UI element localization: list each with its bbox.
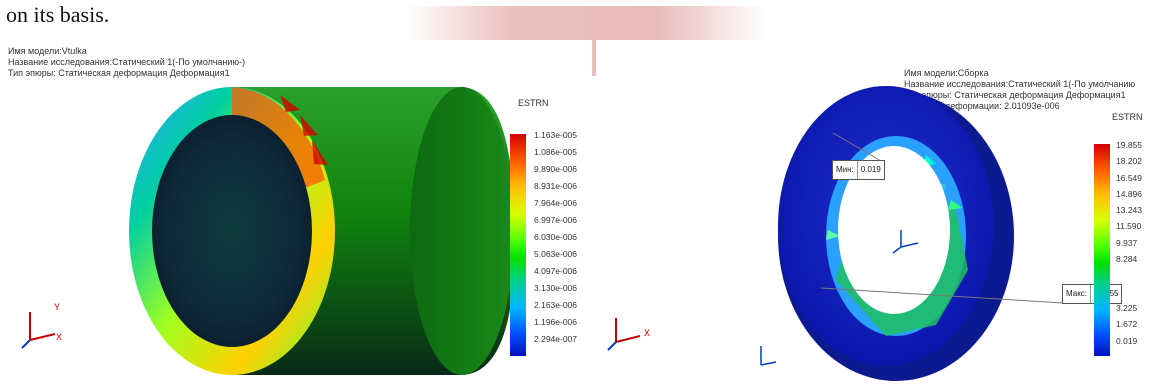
legend-tick: 1.672 [1116,319,1138,330]
left-simulation-panel: Имя модели:Vtulka Название исследования:… [0,40,592,388]
intro-text: on its basis. [6,2,110,27]
right-simulation-panel: Имя модели:Сборка Название исследования:… [596,40,1160,388]
legend-tick: 1.086e-005 [534,147,578,157]
axis-triad-icon: X [607,318,650,351]
legend-tick: 19.855 [1116,140,1142,150]
ring-render: X [607,86,1064,381]
legend-tick: 6.030e-006 [534,232,578,242]
svg-text:Y: Y [54,302,60,312]
study-name-label: Название исследования:Статический 1(-По … [904,79,1136,89]
legend-tick: 8.284 [1116,254,1138,265]
tube-render: Y X [21,87,515,375]
legend-tick: 0.019 [1116,335,1138,346]
legend-tick: 13.243 [1116,205,1142,216]
legend-tick: 16.549 [1116,172,1142,183]
legend-tick: 3.225 [1116,302,1138,313]
legend-tick [1116,287,1142,303]
min-probe-label: Мин: 0.019 [832,160,885,180]
legend-tick: 9.890e-006 [534,164,578,174]
probe-min-value: 0.019 [856,161,881,179]
legend-tick: 8.931e-006 [534,181,578,191]
legend-title: ESTRN [1112,112,1143,122]
svg-text:X: X [644,328,650,338]
axis-triad-icon [892,230,919,254]
legend-tick: 6.997e-006 [534,215,578,225]
probe-min-label: Мин: [836,165,854,174]
legend-tick: 18.202 [1116,156,1142,167]
probe-max-label: Макс: [1066,289,1088,298]
legend-tick: 2.294e-007 [534,334,578,344]
legend-ticks: 1.163e-005 1.086e-005 9.890e-006 8.931e-… [534,130,577,351]
color-legend-bar [1094,144,1110,356]
legend-tick: 9.937 [1116,237,1138,248]
model-name-label: Имя модели:Сборка [904,68,989,78]
plot-type-label: Тип эпюры: Статическая деформация Деформ… [8,68,230,78]
svg-text:X: X [56,332,62,342]
legend-tick: 4.097e-006 [534,266,578,276]
legend-title: ESTRN [518,98,549,108]
legend-tick: 1.163e-005 [534,130,578,140]
legend-ticks: 19.855 18.202 16.549 14.896 13.243 11.59… [1116,140,1142,352]
plot-type-label: Тип эпюры: Статическая деформация Деформ… [904,90,1126,100]
legend-tick: 11.590 [1116,221,1142,232]
legend-tick: 14.896 [1116,188,1142,199]
model-name-label: Имя модели:Vtulka [8,46,87,56]
study-name-label: Название исследования:Статический 1(-По … [8,57,246,67]
legend-tick: 1.196e-006 [534,317,578,327]
legend-tick: 3.130e-006 [534,283,578,293]
color-legend-bar [510,134,526,356]
legend-tick: 7.964e-006 [534,198,578,208]
legend-tick [1116,270,1142,286]
max-probe-label: Макс:19.855 [1062,284,1123,304]
axis-triad-icon: Y X [21,302,62,349]
legend-tick: 2.163e-006 [534,300,578,310]
deformation-scale-label: Масштаб деформации: 2.01093e-006 [904,101,1060,111]
legend-tick: 5.063e-006 [534,249,578,259]
axis-triad-icon [760,346,777,366]
